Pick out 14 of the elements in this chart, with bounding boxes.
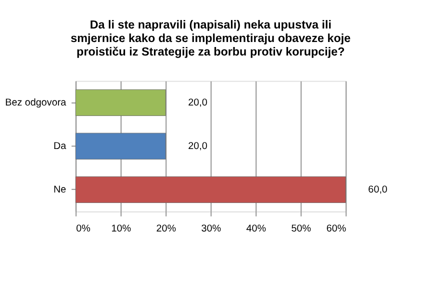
y-tick-label: Da [54, 140, 67, 152]
x-tick-label: 40% [246, 224, 266, 235]
y-tick-label: Ne [54, 184, 67, 196]
x-tick-label: 30% [201, 224, 222, 235]
x-tick-label: 60% [326, 224, 346, 235]
chart-title: Da li ste napravili (napisali) neka upustva ili smjernice kako da se implementiraju obaveze koje proističu iz Strategije za borbu protiv korupcije? [70, 18, 352, 59]
y-tick-label: Bez odgovora [5, 97, 67, 108]
x-tick-label: 20% [156, 224, 176, 235]
x-tick-label: 50% [291, 224, 312, 235]
data-label: 20,0 [188, 140, 208, 152]
x-tick-label: 10% [111, 224, 132, 235]
x-tick-label: 0% [76, 224, 91, 235]
data-label: 20,0 [188, 97, 208, 108]
data-label: 60,0 [368, 184, 388, 196]
